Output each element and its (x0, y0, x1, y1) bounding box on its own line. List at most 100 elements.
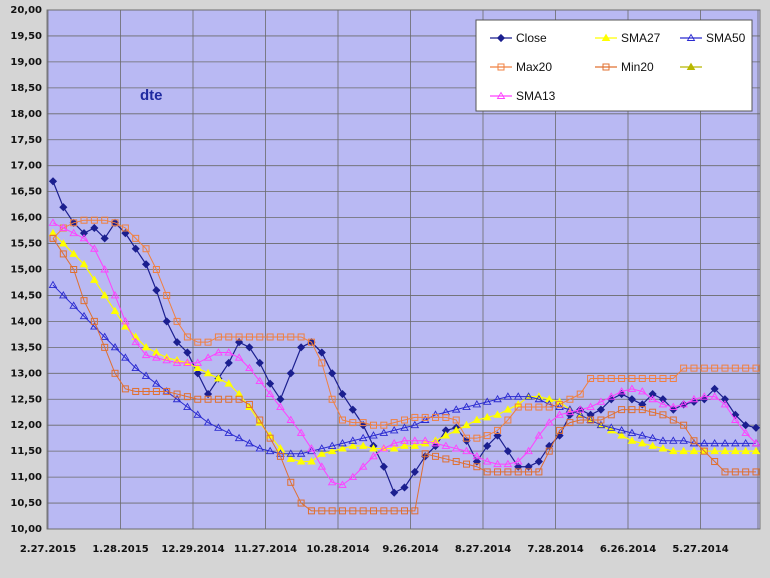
data-point-max20 (297, 333, 305, 341)
data-point-sma27 (648, 441, 657, 449)
data-point-min20 (276, 452, 284, 460)
data-point-max20 (101, 216, 109, 224)
data-point-sma50 (100, 332, 109, 340)
data-point-min20 (421, 450, 429, 458)
data-point-sma50 (286, 449, 296, 457)
data-point-max20 (473, 434, 481, 442)
data-point-sma13 (79, 233, 89, 242)
data-point-sma50 (534, 394, 544, 403)
data-point-sma13 (317, 462, 327, 470)
data-point-close (317, 348, 326, 357)
data-point-sma27 (338, 444, 347, 452)
data-point-sma27 (100, 291, 109, 299)
data-point-close (131, 244, 140, 253)
data-point-max20 (173, 317, 181, 325)
data-point-sma50 (637, 431, 647, 439)
data-point-sma13 (731, 415, 740, 423)
data-point-sma27 (751, 446, 761, 455)
data-point-sma13 (741, 428, 750, 436)
data-point-max20 (214, 333, 222, 341)
data-point-sma13 (214, 348, 223, 356)
data-point-max20 (442, 413, 450, 421)
y-tick-label: 15,50 (10, 239, 42, 250)
data-point-sma50 (224, 428, 234, 436)
data-point-sma13 (296, 428, 306, 436)
data-point-max20 (194, 338, 202, 346)
data-point-sma13 (90, 244, 99, 252)
data-point-sma27 (307, 457, 316, 465)
data-point-sma13 (69, 228, 78, 237)
data-point-sma50 (606, 423, 616, 431)
data-point-max20 (711, 364, 719, 372)
data-point-max20 (421, 413, 429, 421)
data-point-min20 (328, 507, 336, 515)
data-point-min20 (163, 387, 171, 395)
data-point-close (255, 358, 264, 367)
data-point-min20 (597, 416, 605, 424)
data-point-close (410, 467, 419, 476)
data-point-sma13 (245, 363, 254, 372)
data-point-sma27 (296, 457, 306, 465)
data-point-max20 (649, 374, 657, 382)
data-point-sma13 (307, 444, 316, 452)
x-tick-label: 7.28.2014 (527, 544, 583, 555)
data-point-sma27 (669, 446, 678, 455)
data-point-close (483, 441, 492, 451)
data-point-sma27 (482, 413, 492, 421)
legend-box (475, 19, 753, 112)
y-tick-label: 16,50 (10, 187, 42, 198)
data-point-sma27 (389, 444, 399, 452)
data-point-sma50 (296, 449, 306, 457)
data-point-max20 (142, 245, 150, 253)
data-point-sma13 (669, 402, 678, 410)
data-point-max20 (514, 403, 522, 411)
legend-label: SMA27 (621, 31, 661, 45)
y-tick-label: 15,00 (10, 265, 42, 276)
data-point-sma27 (69, 249, 78, 257)
data-point-sma27 (59, 239, 68, 247)
data-point-min20 (225, 395, 233, 403)
legend-label: Min20 (621, 60, 654, 74)
data-point-sma50 (679, 436, 688, 444)
data-point-sma27 (121, 322, 130, 330)
data-point-sma50 (214, 423, 223, 431)
data-point-min20 (183, 393, 191, 401)
data-point-sma50 (327, 441, 337, 449)
data-point-sma13 (379, 444, 389, 452)
data-point-sma13 (286, 415, 296, 423)
data-point-min20 (256, 416, 264, 424)
data-point-sma13 (234, 353, 244, 361)
data-point-sma13 (451, 444, 461, 452)
data-point-max20 (504, 416, 512, 424)
data-point-sma50 (493, 394, 502, 403)
data-point-min20 (307, 507, 315, 515)
data-point-sma13 (700, 392, 709, 400)
data-point-max20 (432, 413, 440, 421)
data-point-min20 (452, 458, 460, 466)
data-point-min20 (411, 507, 419, 515)
data-point-sma13 (193, 358, 203, 366)
y-tick-label: 17,50 (10, 135, 42, 146)
legend-label: SMA13 (516, 89, 556, 103)
data-point-close (751, 423, 761, 432)
data-point-min20 (628, 406, 636, 414)
data-point-sma27 (689, 446, 699, 455)
data-point-min20 (690, 437, 698, 445)
data-point-max20 (618, 374, 626, 382)
data-point-max20 (483, 432, 491, 440)
data-point-max20 (204, 338, 212, 346)
data-point-sma13 (369, 451, 378, 460)
data-point-sma27 (79, 259, 89, 268)
data-point-sma50 (410, 420, 420, 429)
data-point-max20 (183, 333, 191, 341)
y-tick-label: 13,00 (10, 368, 42, 379)
data-point-sma50 (596, 420, 606, 429)
data-point-min20 (390, 507, 398, 515)
data-point-sma50 (462, 402, 471, 410)
data-point-sma50 (234, 433, 244, 442)
data-point-min20 (401, 507, 408, 515)
x-tick-label: 12.29.2014 (161, 544, 224, 555)
data-point-sma50 (503, 392, 513, 400)
data-point-sma13 (358, 462, 368, 470)
data-point-sma13 (152, 353, 161, 361)
